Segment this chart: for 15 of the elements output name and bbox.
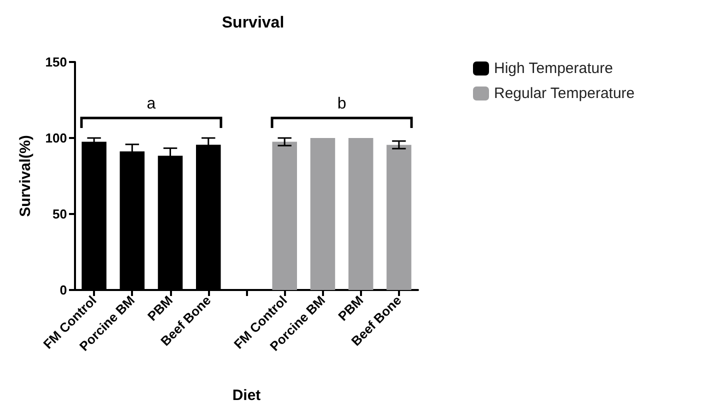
annotation: a [146,96,156,112]
legend-label: High Temperature [494,60,613,77]
x-axis-title: Diet [232,387,261,404]
bar [386,144,412,290]
y-tick-label: 50 [52,206,67,222]
bar [272,142,297,290]
y-tick-label: 100 [45,130,67,146]
y-axis-title: Survival(%) [17,135,34,217]
chart-title: Survival [222,14,284,32]
legend-label: Regular Temperature [494,85,635,102]
annotation: b [337,96,346,112]
bar [348,138,374,290]
bar [310,138,336,290]
y-tick-label: 0 [60,282,67,298]
y-tick-label: 150 [45,54,67,70]
